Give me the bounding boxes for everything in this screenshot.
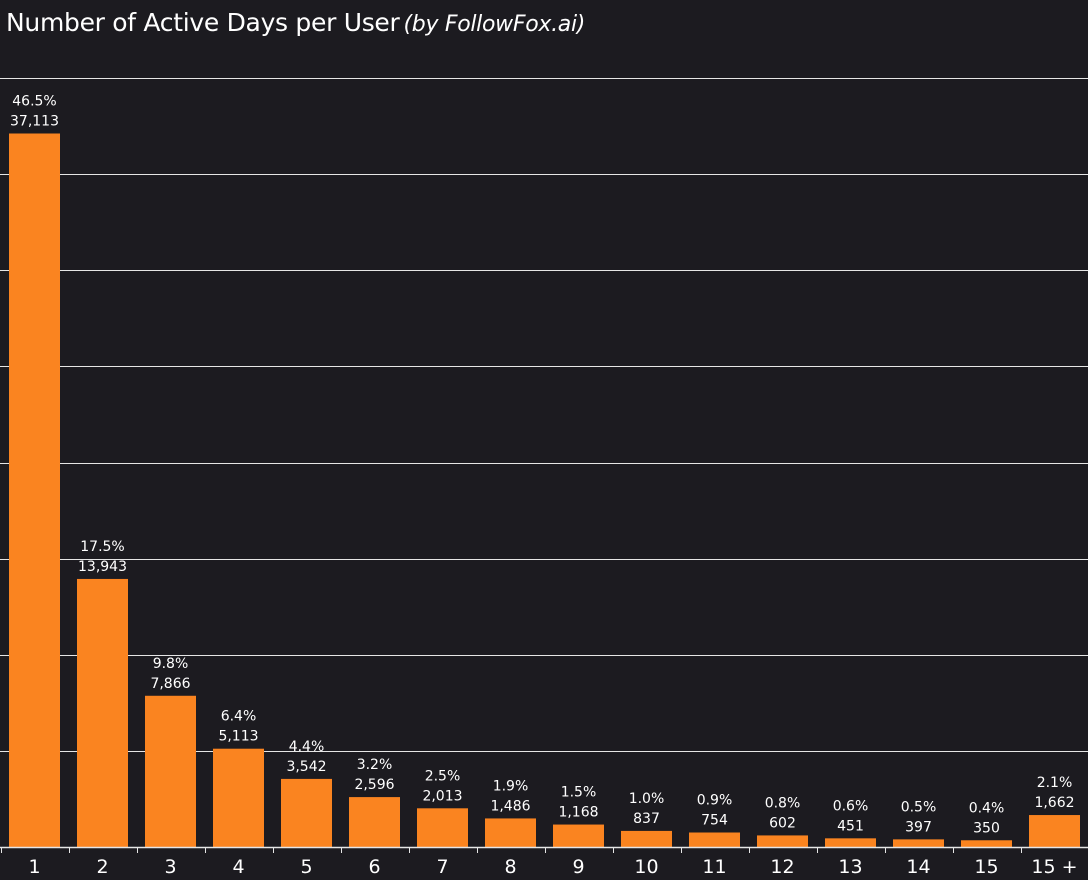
bar — [689, 832, 740, 847]
bar — [417, 808, 468, 847]
x-axis: 1 2 3 4 5 6 7 8 9 10 11 12 13 14 15 15 + — [0, 846, 1088, 878]
percent-label: 0.4% — [969, 800, 1005, 816]
percent-label: 2.5% — [425, 768, 461, 784]
bar — [961, 840, 1012, 847]
percent-label: 17.5% — [80, 539, 124, 555]
x-tick-label: 4 — [232, 856, 244, 878]
value-label: 397 — [905, 819, 932, 835]
value-label: 2,013 — [422, 788, 462, 804]
data-labels: 37,113 46.5% 13,943 17.5% 7,866 9.8% 5,113 6.4%… — [10, 94, 1075, 837]
value-label: 602 — [769, 815, 796, 831]
percent-label: 1.9% — [493, 778, 529, 794]
bar — [213, 748, 264, 847]
x-tick-label: 6 — [368, 856, 380, 878]
percent-label: 2.1% — [1037, 775, 1073, 791]
bar — [757, 835, 808, 847]
bar — [9, 133, 60, 848]
value-label: 37,113 — [10, 114, 59, 130]
percent-label: 4.4% — [289, 739, 325, 755]
x-tick-label: 5 — [300, 856, 312, 878]
x-tick-label: 1 — [28, 856, 40, 878]
x-tick-label: 3 — [164, 856, 176, 878]
chart-title: Number of Active Days per User (by Follow… — [6, 8, 585, 37]
bar — [77, 578, 128, 847]
value-label: 754 — [701, 813, 728, 829]
value-label: 5,113 — [218, 729, 258, 745]
bar — [621, 830, 672, 847]
x-tick-label: 14 — [906, 856, 930, 878]
bar — [553, 824, 604, 847]
percent-label: 1.0% — [629, 791, 665, 807]
bar — [145, 695, 196, 847]
value-label: 7,866 — [150, 676, 190, 692]
x-tick-label: 11 — [702, 856, 726, 878]
chart-subtitle: (by FollowFox.ai) — [403, 12, 586, 37]
gridlines — [0, 78, 1088, 752]
x-tick-label: 7 — [436, 856, 448, 878]
x-tick-label: 9 — [572, 856, 584, 878]
percent-label: 1.5% — [561, 785, 597, 801]
x-tick-label: 10 — [634, 856, 658, 878]
bar — [825, 838, 876, 847]
x-tick-label: 15 + — [1031, 856, 1077, 878]
x-tick-label: 12 — [770, 856, 794, 878]
bar — [349, 797, 400, 847]
value-label: 13,943 — [78, 559, 127, 575]
x-tick-label: 15 — [974, 856, 998, 878]
bar — [893, 839, 944, 847]
value-label: 837 — [633, 811, 660, 827]
value-label: 3,542 — [286, 759, 326, 775]
percent-label: 46.5% — [12, 94, 56, 110]
percent-label: 6.4% — [221, 709, 257, 725]
bar — [281, 778, 332, 847]
value-label: 1,662 — [1034, 795, 1074, 811]
percent-label: 0.5% — [901, 799, 937, 815]
bar — [485, 818, 536, 847]
percent-label: 0.8% — [765, 795, 801, 811]
value-label: 350 — [973, 820, 1000, 836]
percent-label: 3.2% — [357, 757, 393, 773]
value-label: 1,486 — [490, 798, 530, 814]
x-tick-label: 8 — [504, 856, 516, 878]
value-label: 451 — [837, 818, 864, 834]
chart-title-text: Number of Active Days per User — [6, 8, 400, 37]
bar — [1029, 815, 1080, 847]
x-tick-label: 13 — [838, 856, 862, 878]
x-tick-label: 2 — [96, 856, 108, 878]
value-label: 2,596 — [354, 777, 394, 793]
value-label: 1,168 — [558, 805, 598, 821]
bars — [9, 133, 1080, 848]
percent-label: 0.6% — [833, 798, 869, 814]
percent-label: 0.9% — [697, 793, 733, 809]
percent-label: 9.8% — [153, 656, 189, 672]
